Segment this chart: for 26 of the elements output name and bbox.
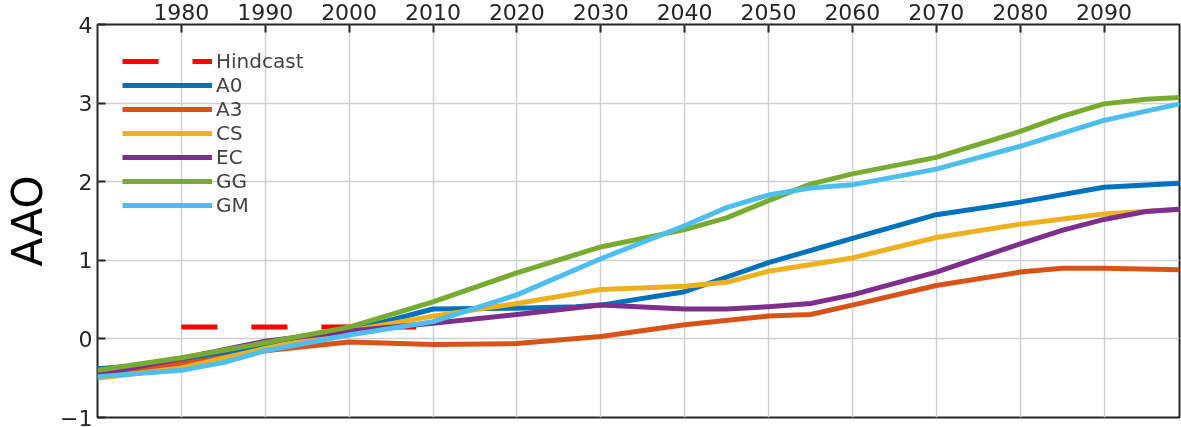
y-tick-label: 0	[78, 326, 93, 352]
legend-label: CS	[216, 121, 243, 145]
x-tick-label: 2040	[656, 0, 713, 25]
x-tick-label: 2090	[1076, 0, 1133, 25]
legend-label: Hindcast	[216, 49, 304, 73]
y-tick-label: 2	[78, 169, 93, 195]
y-axis-title: AAO	[3, 175, 53, 267]
x-tick-label: 2010	[405, 0, 462, 25]
legend-label: GM	[216, 193, 249, 217]
x-tick-label: 1980	[153, 0, 210, 25]
x-tick-label: 2070	[908, 0, 965, 25]
x-tick-label: 2060	[824, 0, 881, 25]
x-tick-label: 2050	[740, 0, 797, 25]
legend-label: A3	[216, 97, 243, 121]
legend-label: EC	[216, 145, 243, 169]
x-tick-label: 2030	[572, 0, 629, 25]
x-tick-label: 2000	[321, 0, 378, 25]
y-tick-label: 3	[78, 91, 93, 117]
legend-label: A0	[216, 73, 243, 97]
legend-label: GG	[216, 169, 247, 193]
x-tick-label: 1990	[237, 0, 294, 25]
y-tick-label: 4	[78, 12, 93, 38]
x-tick-label: 2020	[488, 0, 545, 25]
x-tick-label: 2080	[992, 0, 1049, 25]
y-tick-label: −1	[60, 405, 93, 427]
y-tick-label: 1	[78, 248, 93, 274]
